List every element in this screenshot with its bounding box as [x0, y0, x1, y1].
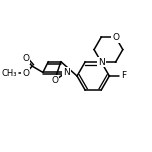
Text: O: O — [112, 33, 119, 42]
Text: N: N — [63, 68, 70, 77]
Text: O: O — [22, 54, 29, 63]
Text: O: O — [22, 69, 29, 78]
Text: O: O — [51, 76, 58, 85]
Text: CH₃: CH₃ — [1, 69, 17, 78]
Text: F: F — [121, 71, 126, 81]
Text: N: N — [98, 57, 105, 67]
